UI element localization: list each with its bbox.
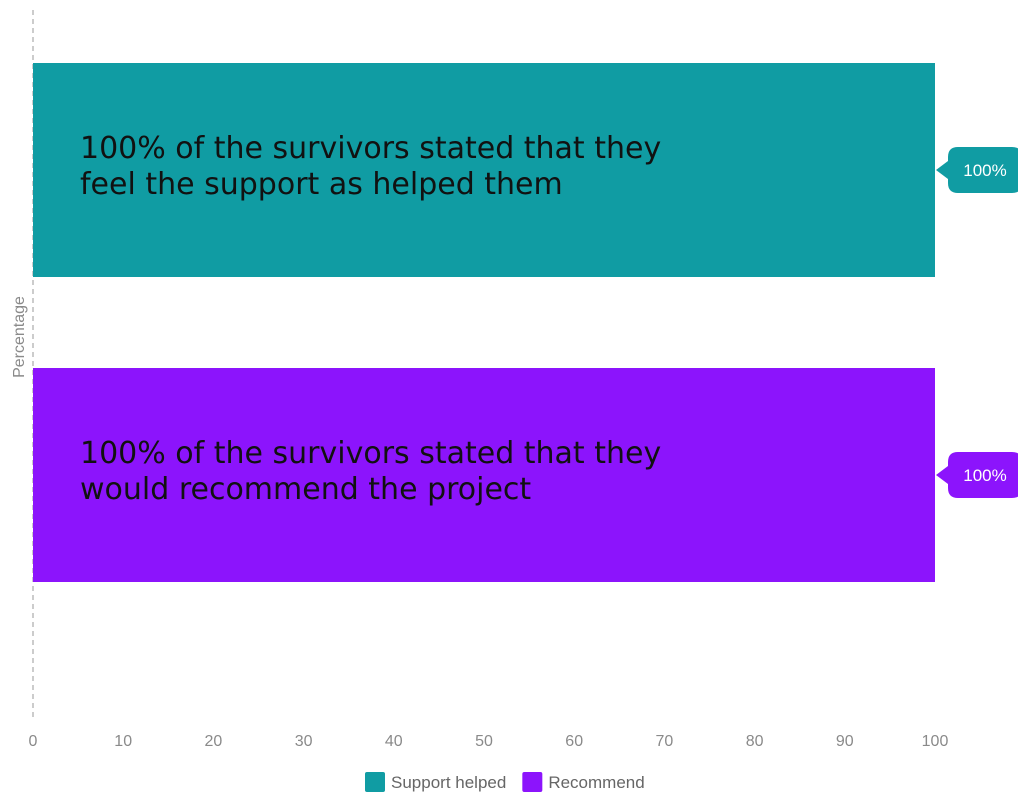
x-tick-label: 0 — [29, 733, 38, 750]
x-tick-label: 20 — [205, 733, 223, 750]
legend: Support helped Recommend — [365, 772, 645, 792]
data-label: 100% — [963, 161, 1006, 180]
legend-label: Recommend — [548, 773, 644, 792]
bar-annotation-line: feel the support as helped them — [80, 167, 563, 202]
x-tick-label: 90 — [836, 733, 854, 750]
y-axis-title: Percentage — [11, 296, 28, 378]
bar-support-helped — [33, 63, 935, 277]
bar-recommend — [33, 368, 935, 582]
data-label-callout — [936, 147, 1018, 193]
x-tick-label: 40 — [385, 733, 403, 750]
legend-swatch — [522, 772, 543, 792]
bar-annotation-line: would recommend the project — [80, 472, 531, 507]
x-tick-label: 60 — [565, 733, 583, 750]
x-tick-label: 50 — [475, 733, 493, 750]
x-tick-label: 10 — [114, 733, 132, 750]
bars: 100% of the survivors stated that theyfe… — [33, 63, 1018, 582]
data-label-callout — [936, 452, 1018, 498]
data-label: 100% — [963, 466, 1006, 485]
legend-swatch — [365, 772, 385, 792]
bar-annotation-line: 100% of the survivors stated that they — [80, 131, 661, 166]
x-tick-label: 70 — [656, 733, 674, 750]
legend-label: Support helped — [391, 773, 506, 792]
x-tick-label: 100 — [922, 733, 949, 750]
bar-annotation-line: 100% of the survivors stated that they — [80, 436, 661, 471]
x-tick-label: 80 — [746, 733, 764, 750]
x-axis-ticks: 0 10 20 30 40 50 60 70 80 90 100 — [29, 733, 949, 750]
x-tick-label: 30 — [295, 733, 313, 750]
